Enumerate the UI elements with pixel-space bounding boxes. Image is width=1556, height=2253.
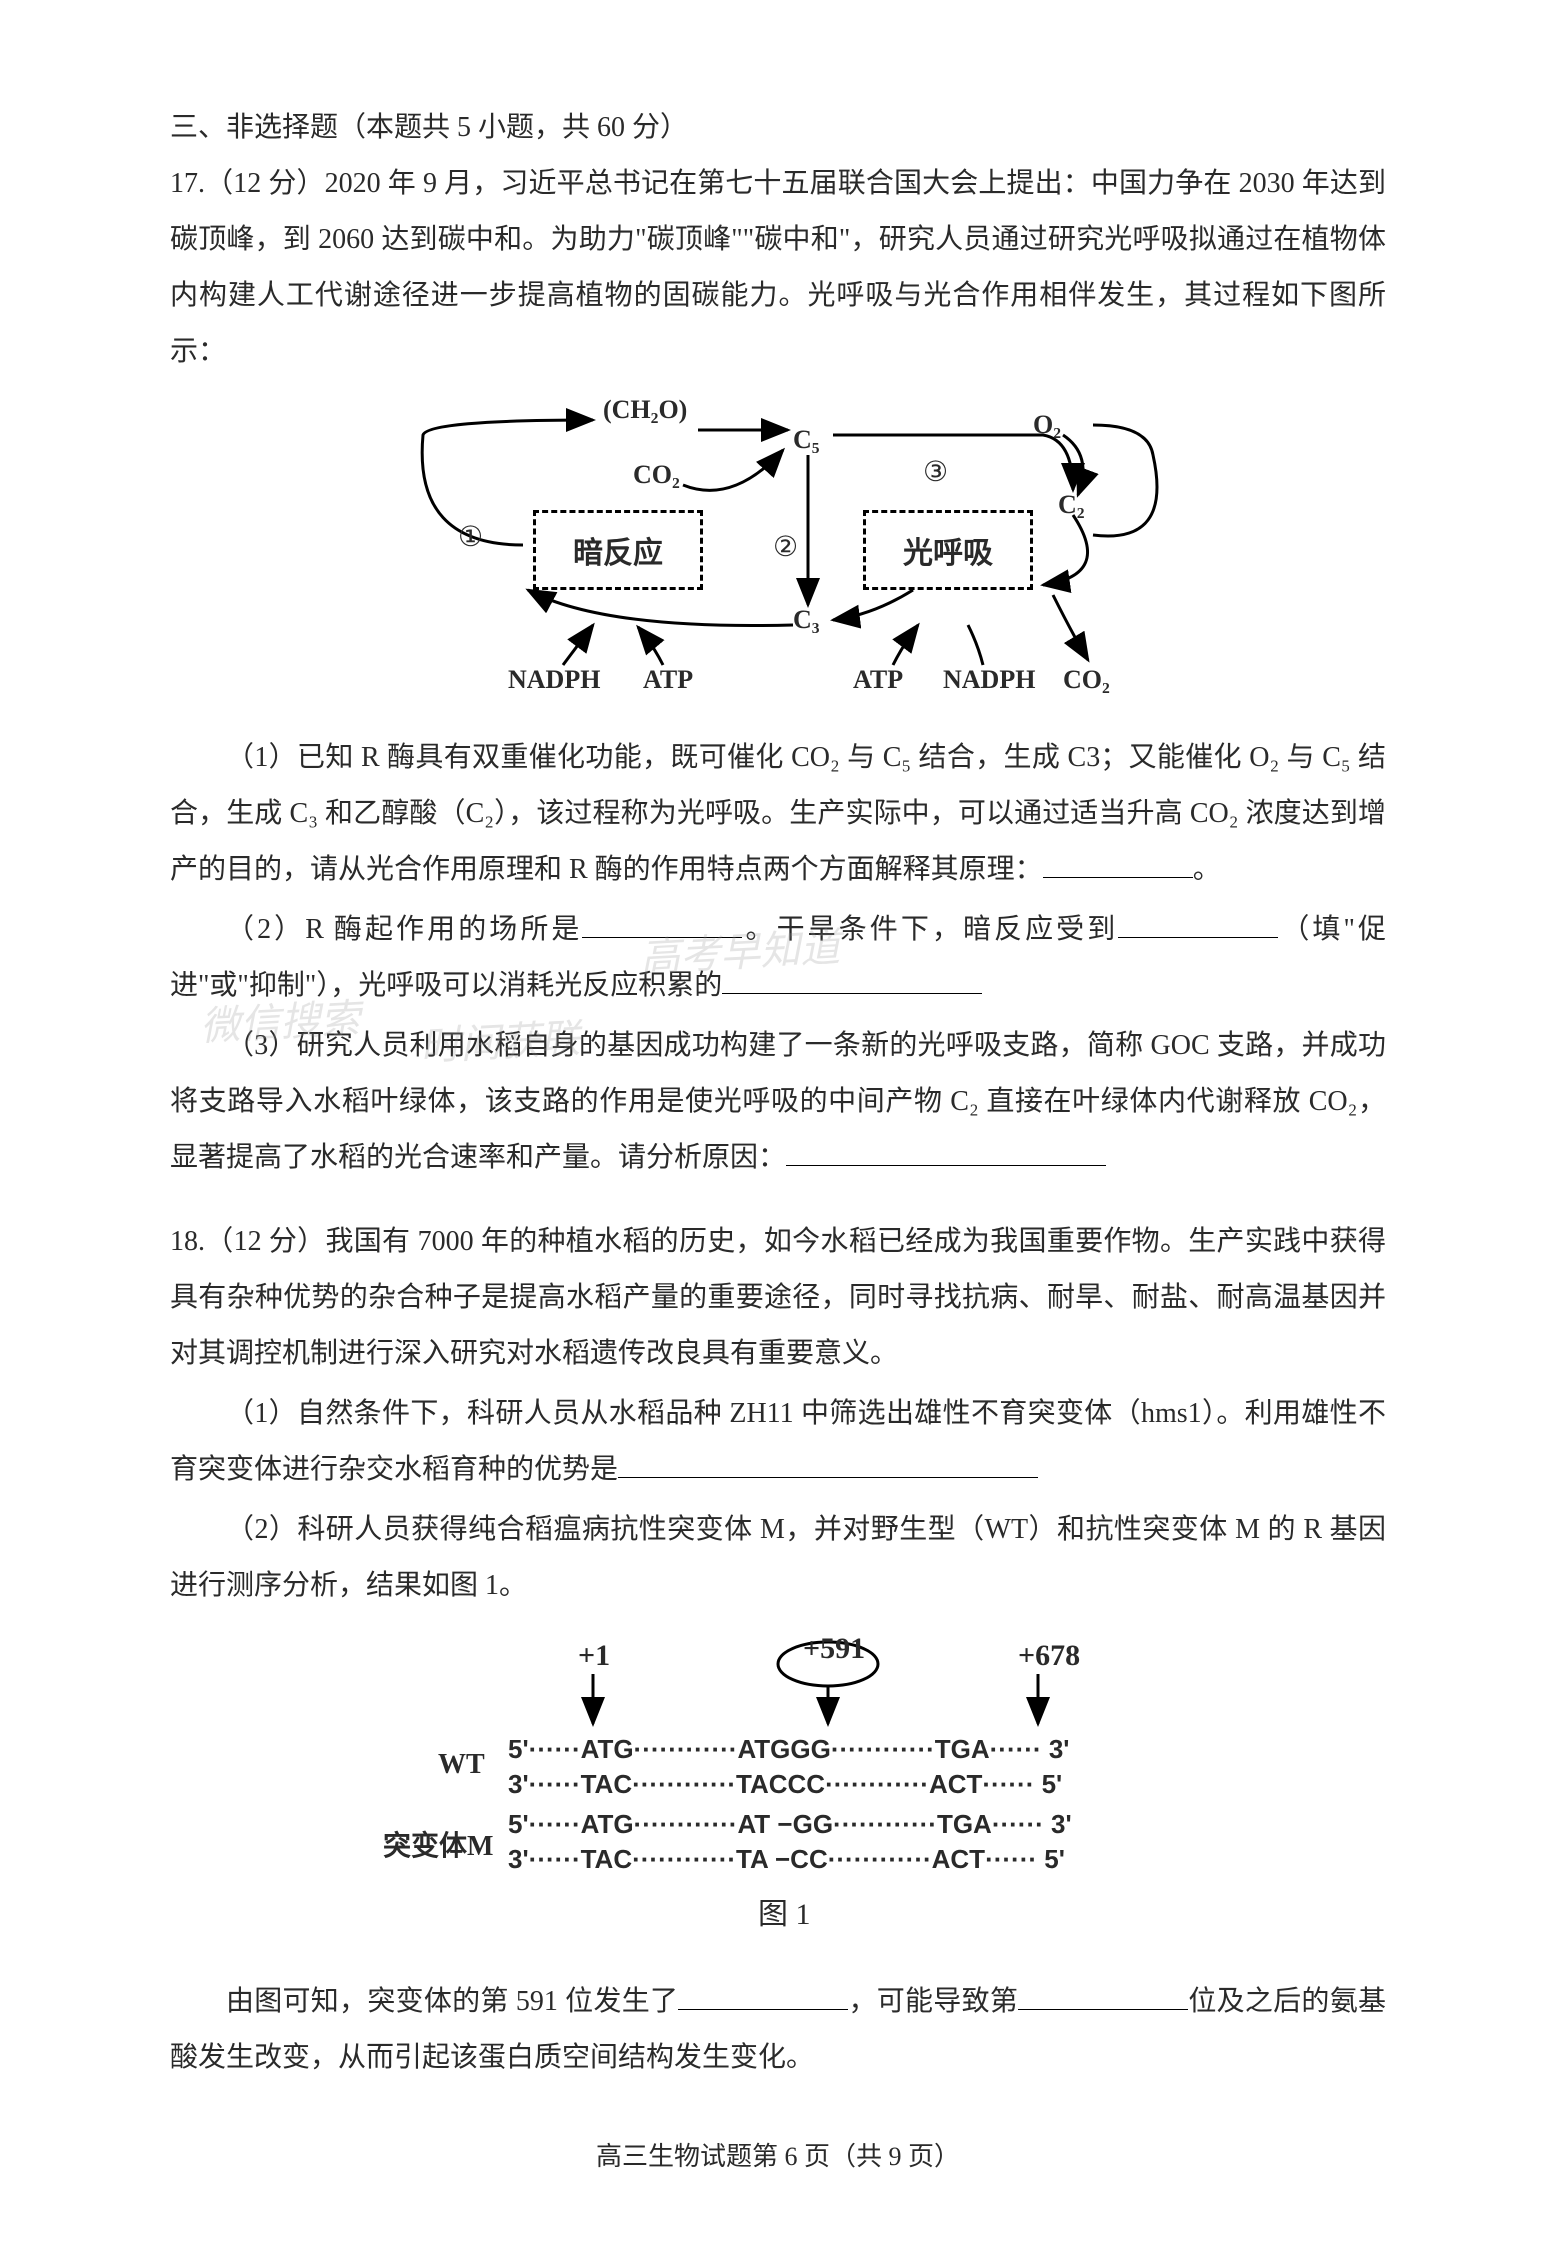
five-prime: 5' (1044, 1844, 1065, 1874)
photorespiration-box: 光呼吸 (863, 510, 1033, 590)
fill-blank[interactable] (618, 1477, 1038, 1478)
atp-label-1: ATP (643, 665, 693, 695)
fill-blank[interactable] (1118, 937, 1278, 938)
fill-blank[interactable] (1043, 877, 1193, 878)
q17-sub2-a: （2）R 酶起作用的场所是 (226, 914, 582, 945)
page-footer: 高三生物试题第 6 页（共 9 页） (170, 2136, 1386, 2173)
three-prime: 3' (508, 1844, 529, 1874)
gene-sequence-diagram: +1 +591 +678 WT 5'······ATG············A… (328, 1634, 1228, 1954)
seq: ······TAC············TA −CC············A… (529, 1844, 1037, 1874)
mutant-label: 突变体M (383, 1824, 493, 1864)
three-prime: 3' (1049, 1734, 1070, 1764)
q18-conclusion: 由图可知，突变体的第 591 位发生了，可能导致第位及之后的氨基酸发生改变，从而… (170, 1974, 1386, 2086)
wt-3prime-row: 3'······TAC············TACCC············… (508, 1769, 1062, 1800)
mutant-3prime-row: 3'······TAC············TA −CC···········… (508, 1844, 1065, 1875)
fill-blank[interactable] (1018, 2009, 1188, 2010)
q17-sub3: （3）研究人员利用水稻自身的基因成功构建了一条新的光呼吸支路，简称 GOC 支路… (170, 1018, 1386, 1186)
c3-label: C₃ (793, 605, 820, 635)
three-prime: 3' (1051, 1809, 1072, 1839)
five-prime: 5' (508, 1809, 529, 1839)
q18-header: 18.（12 分）我国有 7000 年的种植水稻的历史，如今水稻已经成为我国重要… (170, 1214, 1386, 1382)
wt-5prime-row: 5'······ATG············ATGGG············… (508, 1734, 1069, 1765)
figure-caption: 图 1 (758, 1889, 811, 1933)
q18-sub1: （1）自然条件下，科研人员从水稻品种 ZH11 中筛选出雄性不育突变体（hms1… (170, 1386, 1386, 1498)
fill-blank[interactable] (722, 993, 982, 994)
five-prime: 5' (1042, 1769, 1063, 1799)
q17-sub2-b: 。干旱条件下，暗反应受到 (742, 914, 1118, 945)
co2-label-1: CO₂ (633, 460, 680, 490)
three-prime: 3' (508, 1769, 529, 1799)
nadph-label-1: NADPH (508, 665, 600, 695)
pos-1: +1 (578, 1639, 610, 1673)
q18-conc-a: 由图可知，突变体的第 591 位发生了 (226, 1986, 678, 2017)
q17-sub1: （1）已知 R 酶具有双重催化功能，既可催化 CO₂ 与 C₅ 结合，生成 C3… (170, 730, 1386, 898)
pos-591: +591 (803, 1632, 865, 1666)
atp-label-2: ATP (853, 665, 903, 695)
section-title: 三、非选择题（本题共 5 小题，共 60 分） (170, 100, 1386, 156)
circle-2: ② (773, 530, 798, 564)
q18-conc-b: ，可能导致第 (848, 1986, 1018, 2017)
dark-reaction-box: 暗反应 (533, 510, 703, 590)
seq: ······ATG············ATGGG············TG… (529, 1734, 1042, 1764)
ch2o-label: (CH₂O) (603, 395, 687, 425)
q17-header: 17.（12 分）2020 年 9 月，习近平总书记在第七十五届联合国大会上提出… (170, 156, 1386, 380)
c5-label: C₅ (793, 425, 820, 455)
co2-label-2: CO₂ (1063, 665, 1110, 695)
circle-3: ③ (923, 455, 948, 489)
q17-diagram: 暗反应 光呼吸 (CH₂O) C₅ O₂ CO₂ C₂ C₃ NADPH ATP… (353, 395, 1203, 715)
q17-sub1-end: 。 (1193, 854, 1221, 885)
seq: ······ATG············AT −GG············T… (529, 1809, 1044, 1839)
o2-label: O₂ (1033, 410, 1061, 440)
five-prime: 5' (508, 1734, 529, 1764)
q17-sub2: （2）R 酶起作用的场所是。干旱条件下，暗反应受到（填"促进"或"抑制"），光呼… (170, 902, 1386, 1014)
q17-sub3-text: （3）研究人员利用水稻自身的基因成功构建了一条新的光呼吸支路，简称 GOC 支路… (170, 1030, 1386, 1173)
q18-sub2: （2）科研人员获得纯合稻瘟病抗性突变体 M，并对野生型（WT）和抗性突变体 M … (170, 1502, 1386, 1614)
wt-label: WT (438, 1749, 485, 1781)
nadph-label-2: NADPH (943, 665, 1035, 695)
q18-sub1-text: （1）自然条件下，科研人员从水稻品种 ZH11 中筛选出雄性不育突变体（hms1… (170, 1398, 1386, 1485)
circle-1: ① (458, 520, 483, 554)
fill-blank[interactable] (678, 2009, 848, 2010)
seq: ······TAC············TACCC············AC… (529, 1769, 1035, 1799)
fill-blank[interactable] (786, 1165, 1106, 1166)
mutant-5prime-row: 5'······ATG············AT −GG···········… (508, 1809, 1072, 1840)
fill-blank[interactable] (582, 937, 742, 938)
c2-label: C₂ (1058, 490, 1085, 520)
pos-678: +678 (1018, 1639, 1080, 1673)
